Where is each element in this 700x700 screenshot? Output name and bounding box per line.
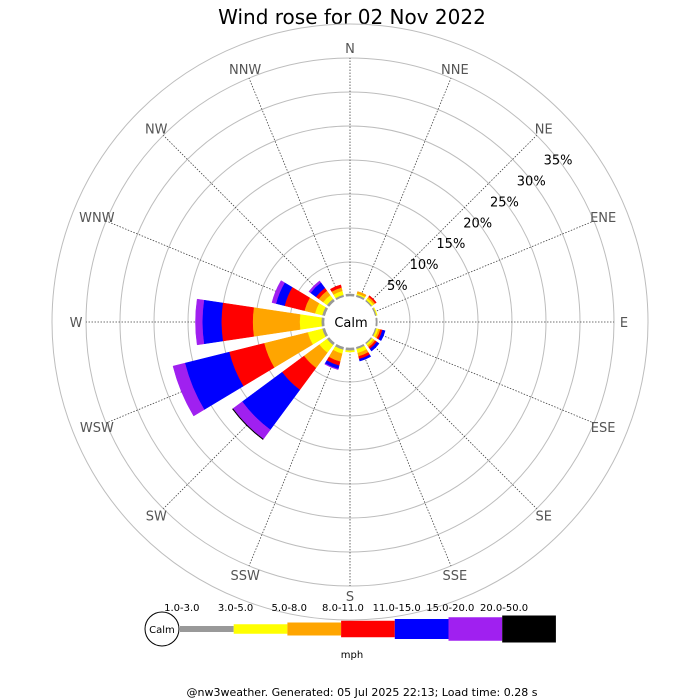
ring-label-6: 30%	[517, 174, 546, 189]
ring-label-2: 10%	[410, 258, 439, 273]
dir-label-ne: NE	[535, 122, 553, 137]
dir-label-ene: ENE	[590, 211, 616, 226]
legend-swatch-3	[341, 620, 395, 638]
legend-bin-label-5: 15.0-20.0	[426, 603, 474, 614]
legend-swatch-1	[233, 624, 288, 634]
legend-swatch-4	[394, 619, 449, 639]
calm-label: Calm	[334, 316, 367, 331]
direction-labels: N NNE NE ENE E ESE SE SSE S SSW SW WSW W WNW NW NNW	[70, 42, 629, 605]
bar-nnw-bin-3	[329, 284, 342, 292]
bar-ne-bin-3	[368, 295, 377, 304]
dir-label-sse: SSE	[442, 569, 467, 584]
ring-label-1: 5%	[387, 279, 408, 294]
ring-label-4: 20%	[463, 216, 492, 231]
dir-label-se: SE	[536, 510, 552, 525]
bar-n-bin-0	[345, 293, 355, 297]
dir-label-s: S	[346, 590, 354, 605]
bar-ene-bin-1	[373, 307, 378, 316]
bar-se-bin-4	[369, 341, 380, 352]
legend-swatch-2	[287, 622, 342, 636]
chart-title: Wind rose for 02 Nov 2022	[218, 5, 486, 29]
bar-sse-bin-4	[358, 354, 372, 362]
dir-label-sw: SW	[146, 510, 167, 525]
spoke-ene	[373, 220, 595, 313]
legend-bin-label-0: 1.0-3.0	[164, 603, 199, 614]
bar-wnw-bin-5	[271, 280, 285, 304]
ring-label-7: 35%	[544, 153, 573, 168]
dir-label-w: W	[70, 316, 83, 331]
legend-calm-label: Calm	[149, 625, 175, 636]
spoke-nne	[359, 77, 452, 299]
legend-calm-circle	[144, 611, 180, 647]
ring-8	[51, 23, 649, 621]
ring-labels: 5%10% 15% 20% 25% 30% 35%	[387, 153, 573, 294]
legend-swatch-0	[180, 626, 234, 632]
ring-label-5: 25%	[490, 195, 519, 210]
legend-unit: mph	[341, 650, 363, 661]
bar-w-bin-1	[299, 314, 322, 330]
speed-legend: Calm 1.0-3.0 3.0-5.0 5.0-8.0 8.0-11.0 11.0-15…	[144, 603, 556, 661]
spoke-se	[368, 340, 537, 509]
legend-bin-label-1: 3.0-5.0	[218, 603, 253, 614]
legend-bin-label-3: 8.0-11.0	[322, 603, 364, 614]
ring-label-3: 15%	[436, 237, 465, 252]
dir-label-nne: NNE	[441, 63, 469, 78]
dir-label-wsw: WSW	[80, 421, 114, 436]
bar-nne-bin-2	[356, 291, 367, 298]
bar-w-bin-3	[221, 302, 254, 342]
wind-bars	[172, 280, 386, 441]
spoke-sse	[359, 345, 452, 567]
bar-w-bin-0	[321, 317, 325, 327]
calm-circle: Calm	[327, 299, 373, 345]
bar-w-bin-5	[195, 298, 205, 346]
dir-label-ssw: SSW	[230, 569, 260, 584]
footer-text: @nw3weather. Generated: 05 Jul 2025 22:1…	[187, 686, 538, 699]
bar-ssw-bin-5	[324, 363, 339, 370]
bar-ese-bin-4	[378, 329, 386, 341]
legend-swatch-6	[502, 615, 556, 643]
spoke-ne	[368, 135, 537, 304]
ring-5	[153, 125, 547, 519]
bar-s-bin-0	[345, 347, 355, 351]
bar-sw-bin-6	[231, 408, 264, 441]
legend-bin-label-4: 11.0-15.0	[373, 603, 421, 614]
spoke-nnw	[248, 77, 341, 299]
bar-w-bin-2	[252, 307, 301, 337]
dir-label-ese: ESE	[591, 421, 616, 436]
calm-hub	[327, 299, 373, 345]
dir-label-nnw: NNW	[229, 63, 261, 78]
bar-s-bin-1	[345, 350, 355, 353]
legend-bin-label-2: 5.0-8.0	[272, 603, 307, 614]
dir-label-e: E	[620, 316, 628, 331]
dir-label-n: N	[345, 42, 355, 57]
dir-label-wnw: WNW	[79, 211, 115, 226]
legend-swatch-5	[448, 617, 503, 641]
spoke-ssw	[248, 345, 341, 567]
spoke-ese	[373, 331, 595, 424]
spoke-nw	[163, 135, 332, 304]
dir-label-nw: NW	[145, 122, 168, 137]
bar-nw-bin-5	[308, 280, 322, 294]
bar-wsw-bin-5	[172, 362, 205, 417]
legend-bin-label-6: 20.0-50.0	[480, 603, 528, 614]
bar-e-bin-0	[375, 317, 378, 327]
bar-w-bin-4	[202, 299, 224, 345]
